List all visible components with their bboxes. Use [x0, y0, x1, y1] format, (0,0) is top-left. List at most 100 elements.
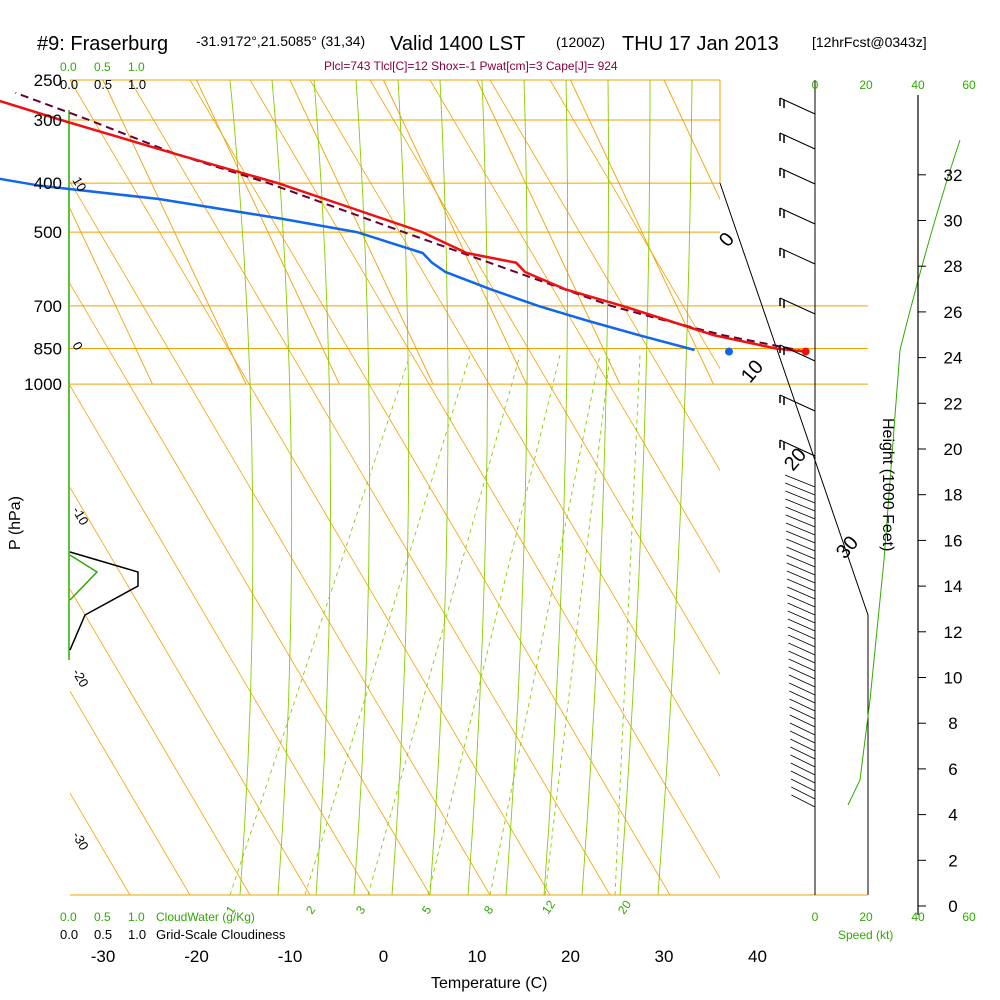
dry-adiabat-label: -20	[69, 666, 91, 690]
wind-barb	[789, 730, 816, 744]
pressure-tick-label: 700	[34, 297, 62, 316]
temperature-trace	[0, 99, 806, 353]
background-grid	[70, 79, 868, 385]
wind-barb	[787, 594, 816, 608]
dry-adiabat-line	[70, 792, 131, 895]
plot-border	[70, 80, 720, 895]
wind-barb	[790, 762, 816, 776]
forecast-date: THU 17 Jan 2013	[622, 33, 779, 55]
wind-barb	[789, 690, 816, 704]
wind-barb	[785, 498, 816, 512]
wind-barb	[788, 658, 816, 672]
pressure-tick-label: 300	[34, 111, 62, 130]
moist-adiabat-line	[657, 80, 693, 895]
height-tick-label: 16	[944, 531, 963, 550]
dry-adiabat-line	[70, 80, 551, 895]
isotherm-line	[476, 80, 621, 385]
wind-barb	[787, 610, 816, 624]
speed-tick-bottom: 20	[859, 910, 873, 924]
wind-barb	[785, 506, 816, 520]
isotherm-line	[383, 80, 527, 385]
height-tick-label: 12	[944, 623, 963, 642]
pressure-tick-label: 1000	[24, 375, 62, 394]
dry-adiabat-line	[70, 181, 491, 895]
cloudiness-profile	[69, 551, 139, 651]
pressure-tick-label: 850	[34, 339, 62, 358]
pressure-tick-label: 400	[34, 174, 62, 193]
height-tick-label: 20	[944, 440, 963, 459]
wind-barb	[784, 474, 816, 488]
mixing-ratio-line	[367, 354, 521, 895]
dry-adiabat-line	[70, 282, 431, 895]
mixing-ratio-label: 12	[539, 897, 558, 916]
dry-adiabat-line	[70, 384, 371, 895]
wind-barb	[788, 634, 816, 648]
plot-frame	[68, 80, 869, 896]
dry-adiabat-label: 10	[69, 174, 89, 194]
temperature-tick-label: 10	[468, 947, 487, 966]
speed-tick-bottom: 0	[812, 910, 819, 924]
mixing-ratio-label: 1	[223, 903, 238, 917]
height-tick-label: 6	[948, 760, 957, 779]
wind-barb	[786, 578, 816, 592]
speed-tick-top: 0	[812, 78, 819, 92]
wind-barb	[790, 738, 816, 752]
speed-tick-bottom: 40	[911, 910, 925, 924]
wind-barb	[787, 602, 816, 616]
wind-barb	[779, 344, 816, 362]
dry-adiabat-line	[489, 80, 720, 472]
mixing-ratio-label: 3	[353, 903, 368, 917]
mixing-ratio-label: 5	[419, 903, 434, 917]
height-tick-label: 28	[944, 257, 963, 276]
forecast-info: [12hrFcst@0343z]	[812, 34, 927, 50]
temperature-tick-label: -30	[91, 947, 116, 966]
dry-adiabat-line	[309, 80, 720, 777]
mixing-ratio-line	[304, 354, 471, 895]
mixing-ratio-line	[544, 354, 611, 895]
moist-adiabat-line	[353, 80, 370, 895]
wind-barb	[779, 207, 816, 225]
dry-adiabat-label: -30	[69, 829, 91, 853]
wind-barb	[786, 538, 816, 552]
isotherm-line	[570, 80, 714, 385]
mixing-ratio-line	[489, 354, 601, 895]
dewpoint-trace	[0, 177, 695, 352]
side-panels	[69, 80, 961, 915]
wind-barb	[786, 546, 816, 560]
speed-tick-top: 60	[962, 78, 976, 92]
wind-barb	[788, 650, 816, 664]
wind-speed-profile	[847, 139, 961, 806]
wind-barb	[779, 394, 816, 412]
pressure-tick-label: 500	[34, 223, 62, 242]
valid-time: Valid 1400 LST	[390, 33, 525, 55]
height-tick-label: 26	[944, 303, 963, 322]
wind-barb	[779, 97, 816, 115]
dry-adiabat-line	[70, 486, 311, 895]
header: #9: Fraserburg -31.9172°,21.5085° (31,34…	[37, 33, 927, 73]
speed-tick-top: 40	[911, 78, 925, 92]
height-tick-label: 32	[944, 166, 963, 185]
wind-barb	[791, 794, 816, 808]
wind-barb	[789, 698, 816, 712]
speed-tick-bottom: 60	[962, 910, 976, 924]
wind-barb	[790, 778, 816, 792]
wind-barb	[785, 522, 816, 536]
wind-barb	[789, 714, 816, 728]
wind-barb	[779, 439, 816, 457]
dry-adiabat-line	[249, 80, 720, 879]
isotherm-line	[758, 80, 901, 384]
height-tick-label: 18	[944, 486, 963, 505]
dry-adiabat-line	[70, 690, 191, 895]
height-tick-label: 24	[944, 349, 963, 368]
wind-barb	[788, 642, 816, 656]
wind-barb	[786, 562, 816, 576]
wind-barb	[789, 722, 816, 736]
hodograph-boundary	[719, 182, 869, 895]
station-coords: -31.9172°,21.5085° (31,34)	[196, 33, 365, 49]
moist-adiabat-line	[391, 80, 410, 895]
height-tick-label: 4	[948, 806, 957, 825]
wind-barb	[787, 626, 816, 640]
